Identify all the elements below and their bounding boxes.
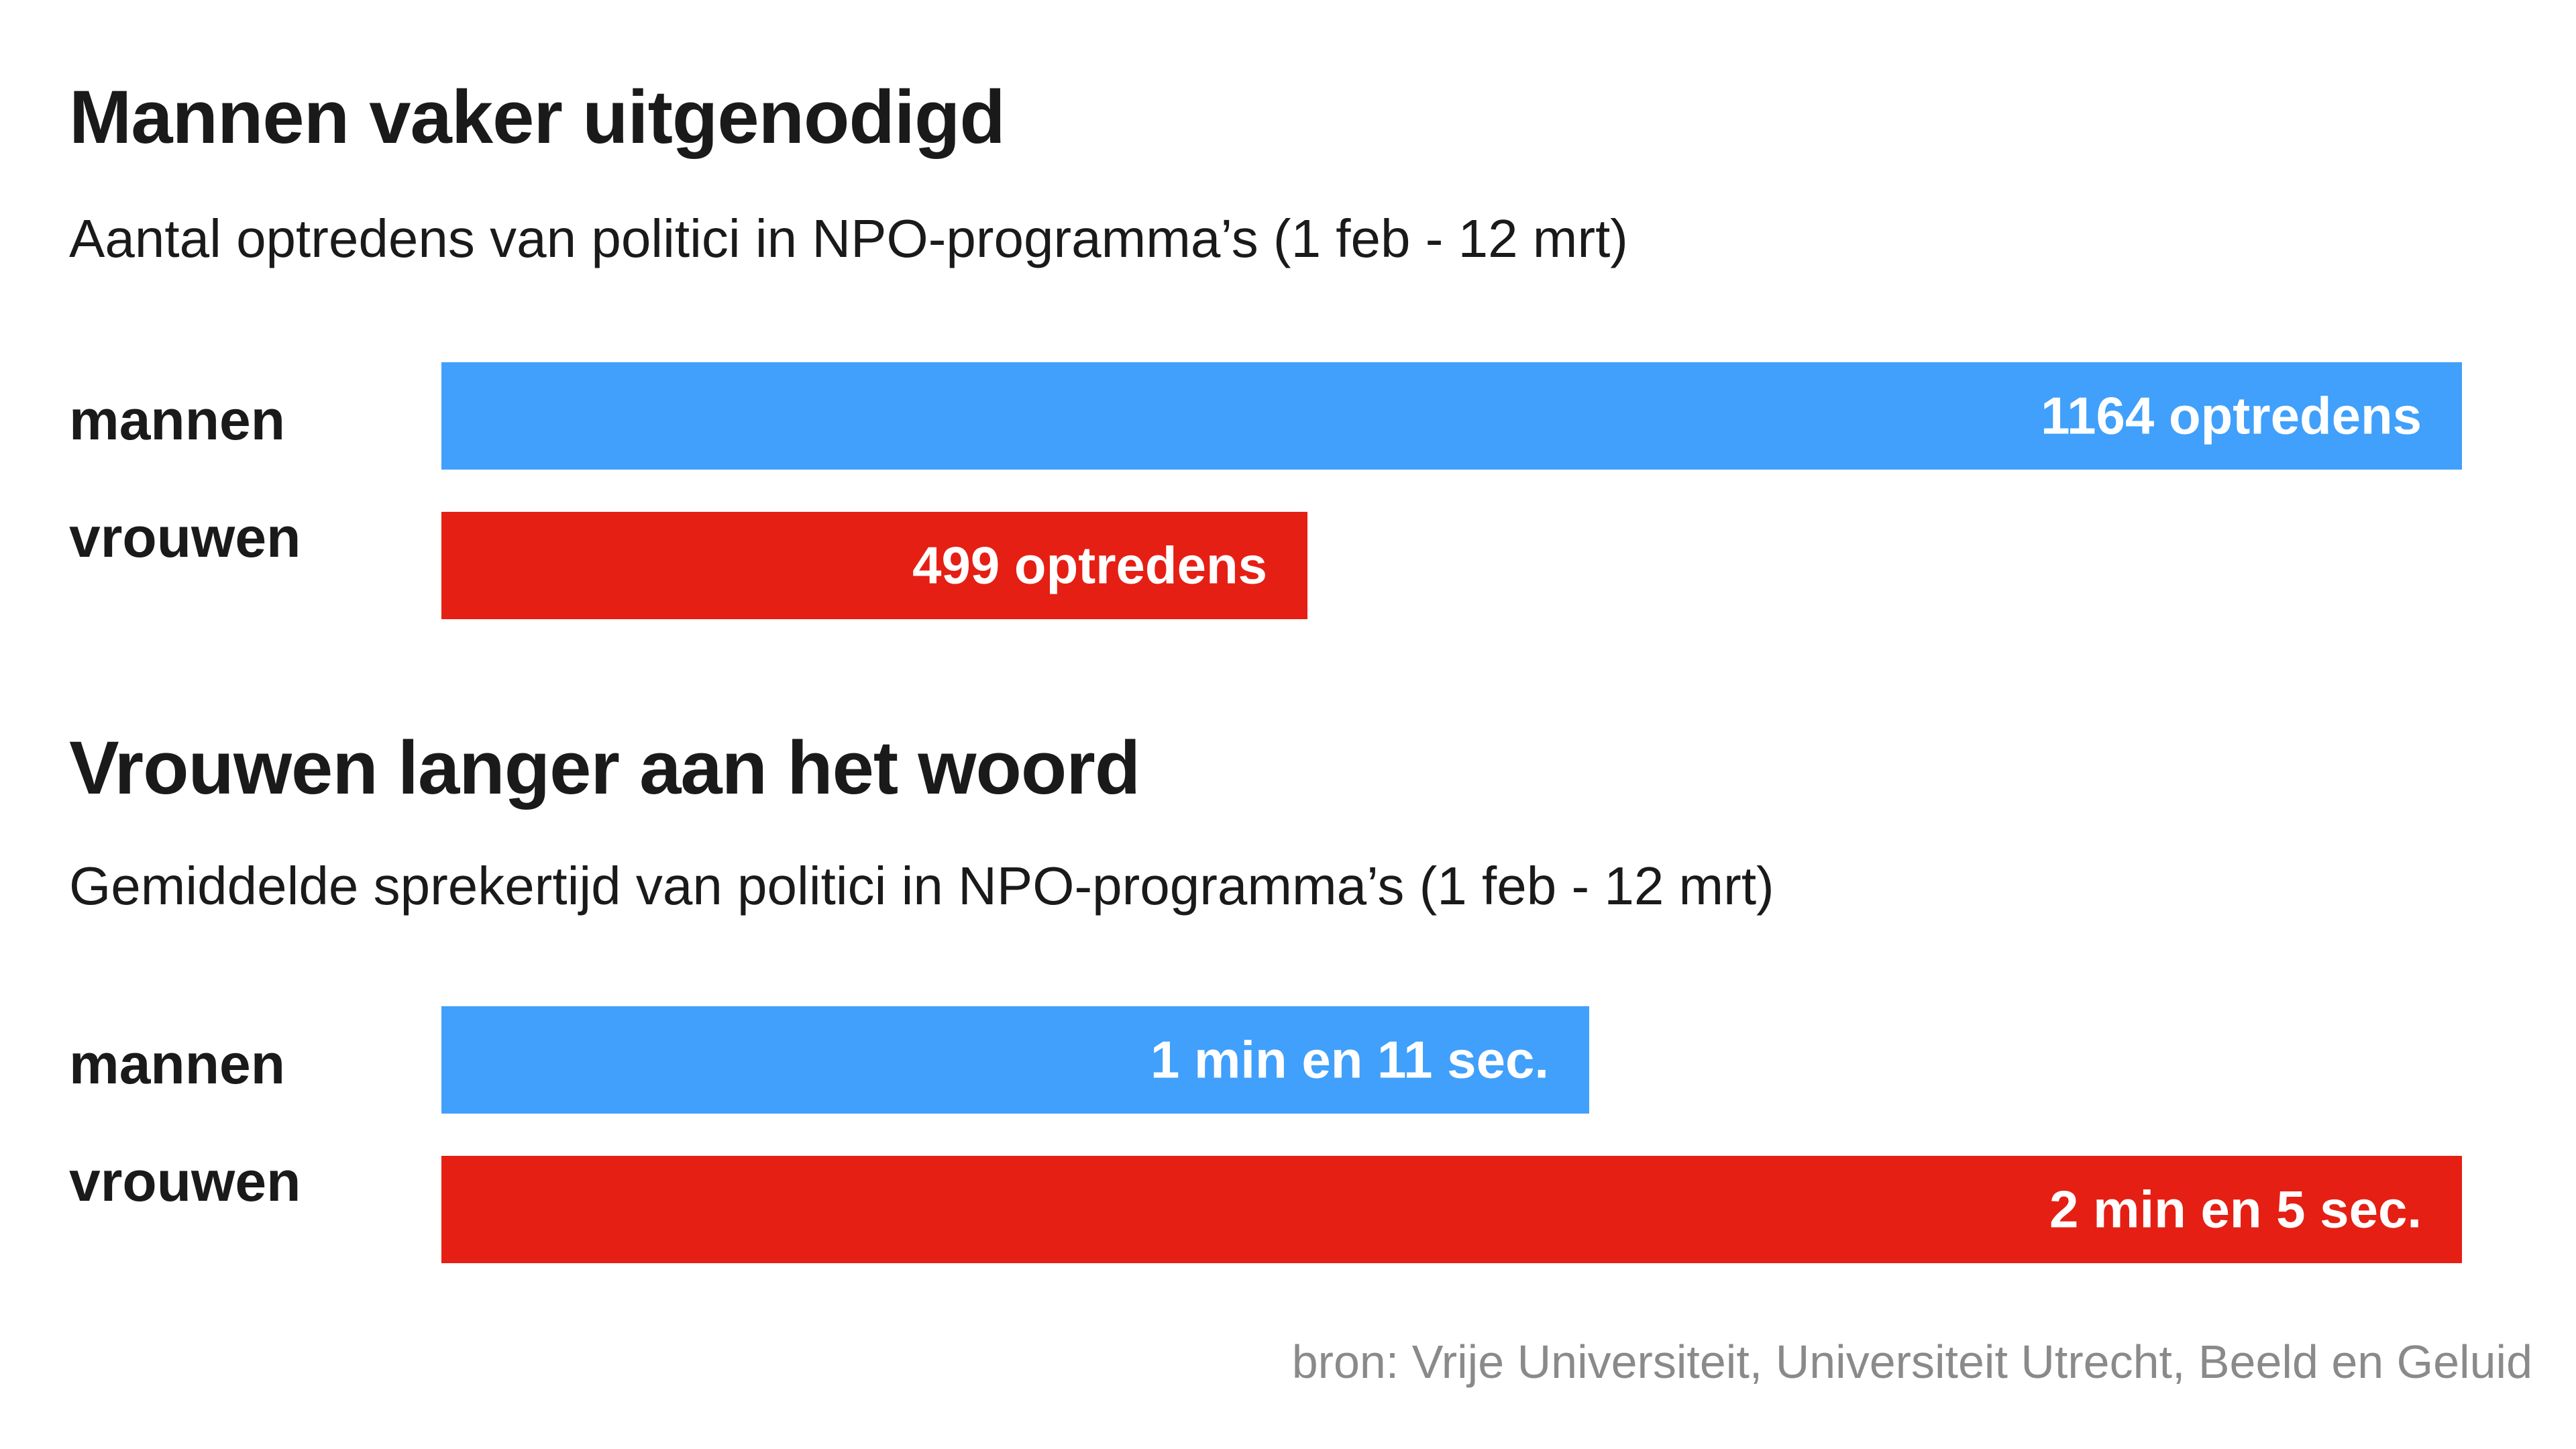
chart-title: Vrouwen langer aan het woord [69,726,1140,810]
chart-title: Mannen vaker uitgenodigd [69,75,1006,159]
bar-value-label: 2 min en 5 sec. [2049,1179,2422,1239]
bar-row-vrouwen: vrouwen 2 min en 5 sec. [0,1150,2576,1263]
bar-value-label: 1 min en 11 sec. [1150,1030,1549,1089]
category-label: vrouwen [69,1150,301,1213]
category-label: mannen [69,388,286,451]
bar-mannen: 1 min en 11 sec. [441,1006,1589,1114]
chart-subtitle: Aantal optredens van politici in NPO-pro… [69,209,1628,268]
source-note: bron: Vrije Universiteit, Universiteit U… [1291,1336,2532,1388]
bar-mannen: 1164 optredens [441,362,2462,470]
bar-row-mannen: mannen 1164 optredens [0,362,2576,470]
bar-row-vrouwen: vrouwen 499 optredens [0,506,2576,619]
bar-row-mannen: mannen 1 min en 11 sec. [0,1006,2576,1114]
bar-value-label: 1164 optredens [2041,386,2422,445]
category-label: mannen [69,1032,286,1095]
chart-subtitle: Gemiddelde sprekertijd van politici in N… [69,856,1774,916]
bar-vrouwen: 499 optredens [441,512,1307,619]
bar-value-label: 499 optredens [912,535,1267,595]
category-label: vrouwen [69,506,301,569]
bar-vrouwen: 2 min en 5 sec. [441,1156,2462,1263]
